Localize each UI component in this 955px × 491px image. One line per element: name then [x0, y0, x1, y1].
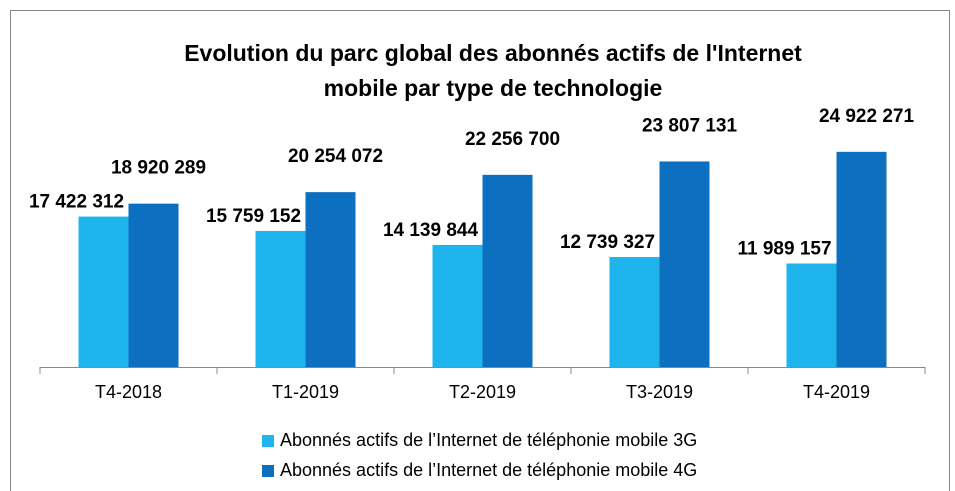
x-tick-label: T2-2019 — [449, 382, 516, 402]
data-label: 23 807 131 — [642, 115, 738, 136]
x-tick-label: T3-2019 — [626, 382, 693, 402]
legend-swatch — [262, 465, 274, 477]
data-label: 15 759 152 — [206, 206, 301, 227]
bar — [305, 192, 356, 367]
data-label: 11 989 157 — [737, 239, 831, 260]
bar — [128, 203, 179, 367]
x-tick-label: T4-2018 — [95, 382, 162, 402]
data-label: 20 254 072 — [288, 146, 383, 167]
chart-title: Evolution du parc global des abonnés act… — [184, 40, 802, 101]
data-label: 24 922 271 — [819, 106, 915, 127]
legend-label: Abonnés actifs de l’Internet de téléphon… — [280, 430, 697, 450]
legend-swatch — [262, 435, 274, 447]
bar — [432, 244, 483, 367]
data-label: 22 256 700 — [465, 129, 560, 150]
bar — [255, 230, 306, 367]
chart-frame — [10, 10, 950, 491]
data-label: 18 920 289 — [111, 158, 206, 179]
legend-label: Abonnés actifs de l’Internet de téléphon… — [280, 460, 697, 480]
data-label: 12 739 327 — [560, 232, 655, 253]
x-tick-label: T1-2019 — [272, 382, 339, 402]
bar — [78, 216, 129, 367]
bar — [482, 174, 533, 367]
bar — [609, 257, 660, 367]
x-tick-label: T4-2019 — [803, 382, 870, 402]
bar — [659, 161, 710, 367]
bar — [836, 151, 887, 367]
data-label: 17 422 312 — [29, 192, 124, 213]
data-label: 14 139 844 — [383, 220, 479, 241]
bar — [786, 263, 837, 367]
